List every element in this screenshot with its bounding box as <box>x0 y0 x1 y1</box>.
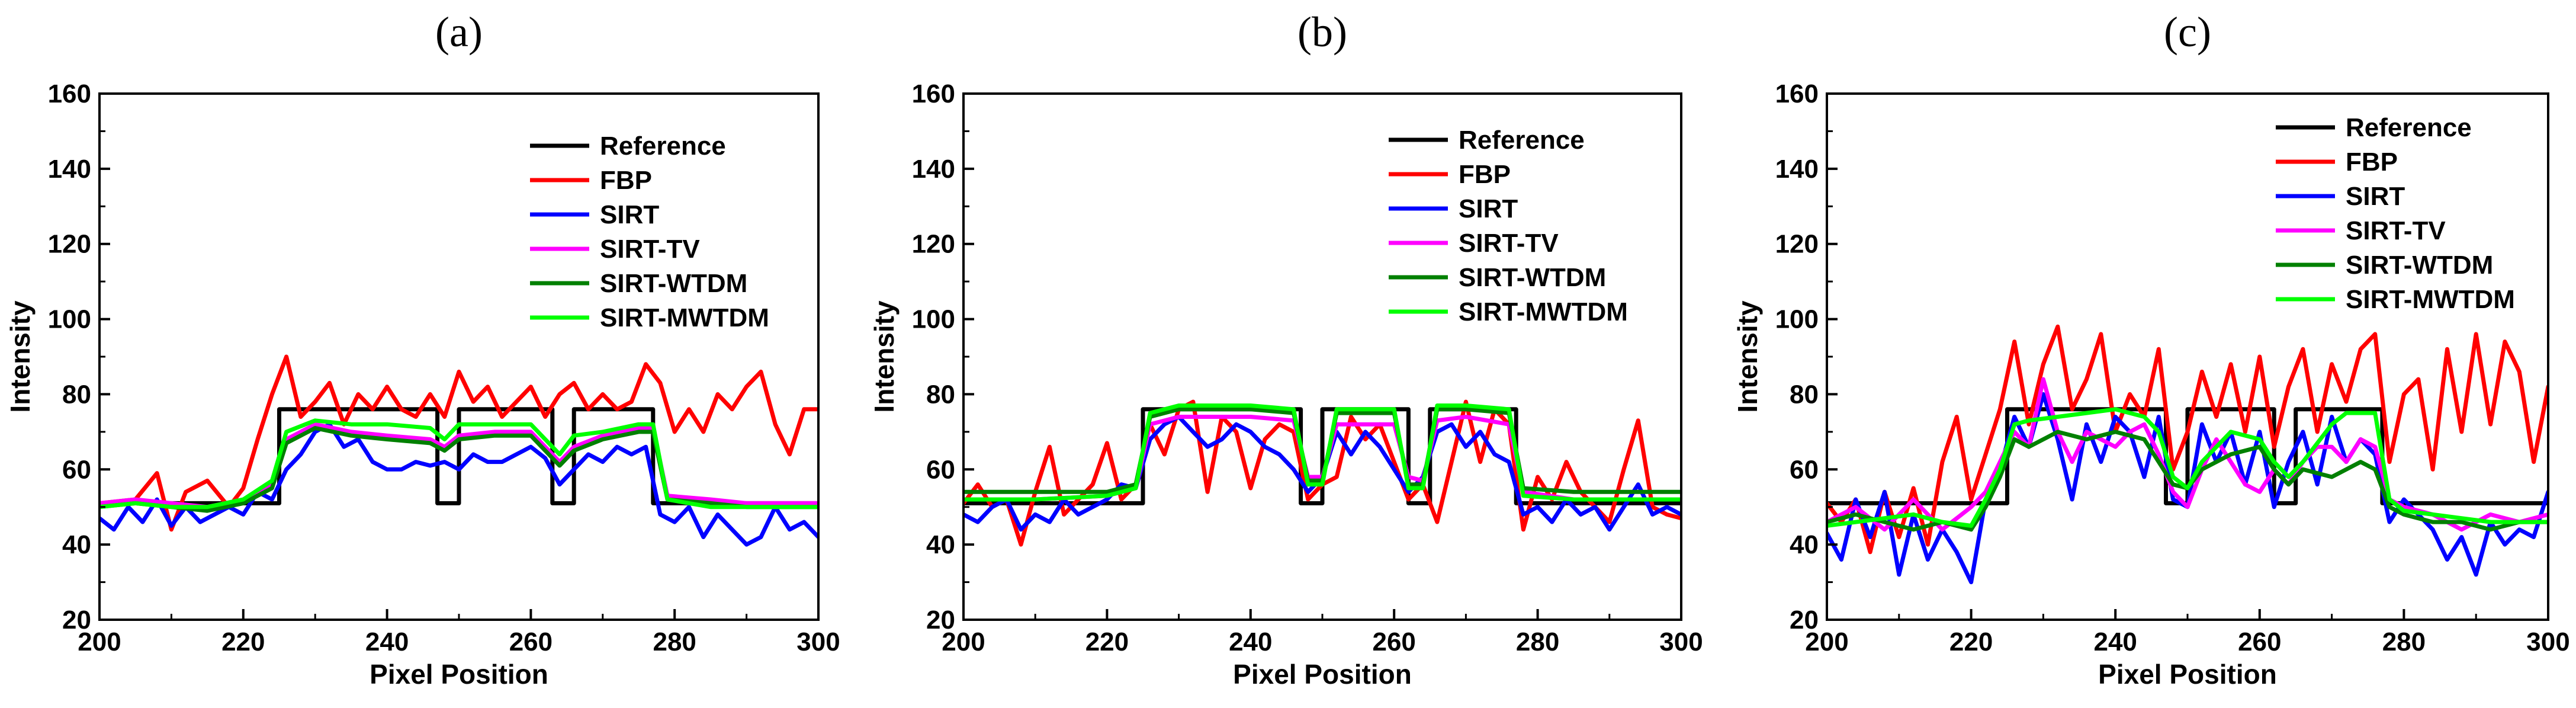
y-tick-label: 100 <box>48 305 91 334</box>
x-axis-label: Pixel Position <box>1233 659 1412 690</box>
x-tick-label: 260 <box>1372 627 1415 656</box>
series-line-sirt-tv <box>1827 377 2548 532</box>
x-tick-label: 240 <box>1229 627 1272 656</box>
y-tick-label: 60 <box>926 455 955 484</box>
series-line-sirt <box>99 422 818 547</box>
y-tick-label: 160 <box>912 79 955 108</box>
legend-label-sirt-wtdm: SIRT-WTDM <box>600 269 747 298</box>
y-tick-label: 120 <box>912 230 955 259</box>
x-tick-label: 280 <box>2382 627 2426 656</box>
series-line-sirt-mwtdm <box>99 418 818 510</box>
panel-title: (c) <box>2164 8 2211 56</box>
y-tick-label: 120 <box>1775 230 1819 259</box>
y-tick-label: 140 <box>1775 155 1819 184</box>
legend-label-sirt-mwtdm: SIRT-MWTDM <box>600 303 769 332</box>
y-tick-label: 20 <box>926 606 955 635</box>
x-tick-label: 260 <box>509 627 553 656</box>
legend-label-sirt-mwtdm: SIRT-MWTDM <box>1459 297 1628 326</box>
y-tick-label: 80 <box>62 380 91 409</box>
y-tick-label: 40 <box>1790 530 1819 559</box>
series-line-fbp <box>1827 324 2548 555</box>
legend-label-sirt: SIRT <box>1459 194 1518 223</box>
chart-panel-1: (a) 200 220 240 260 280 300 20 40 60 80 100 120 140 16… <box>5 8 840 690</box>
plot-frame <box>98 92 820 621</box>
series-line-reference <box>963 407 1681 505</box>
y-tick-label: 20 <box>62 606 91 635</box>
y-tick-label: 140 <box>48 155 91 184</box>
legend-label-sirt-wtdm: SIRT-WTDM <box>2346 251 2493 280</box>
y-tick-label: 160 <box>48 79 91 108</box>
x-tick-label: 280 <box>1516 627 1559 656</box>
legend-label-sirt-tv: SIRT-TV <box>2346 216 2446 245</box>
x-tick-label: 240 <box>365 627 409 656</box>
y-tick-label: 40 <box>62 530 91 559</box>
legend-label-fbp: FBP <box>1459 160 1511 189</box>
legend-label-fbp: FBP <box>2346 148 2398 177</box>
x-tick-label: 220 <box>1085 627 1129 656</box>
panel-title: (b) <box>1297 8 1347 56</box>
y-axis-label: Intensity <box>869 300 900 413</box>
x-tick-label: 220 <box>221 627 265 656</box>
x-tick-label: 200 <box>942 627 985 656</box>
plot-frame <box>962 92 1682 621</box>
x-axis-label: Pixel Position <box>2098 659 2277 690</box>
legend-label-sirt: SIRT <box>600 200 659 229</box>
y-tick-label: 40 <box>926 530 955 559</box>
y-tick-label: 80 <box>926 380 955 409</box>
legend-label-sirt-mwtdm: SIRT-MWTDM <box>2346 285 2515 314</box>
x-tick-label: 300 <box>2526 627 2569 656</box>
x-tick-label: 260 <box>2238 627 2281 656</box>
y-tick-label: 20 <box>1790 606 1819 635</box>
y-axis-label: Intensity <box>1732 300 1763 413</box>
y-tick-label: 80 <box>1790 380 1819 409</box>
y-tick-label: 160 <box>1775 79 1819 108</box>
legend-label-sirt: SIRT <box>2346 182 2405 211</box>
series-line-sirt-mwtdm <box>963 403 1681 502</box>
y-tick-label: 100 <box>912 305 955 334</box>
x-tick-label: 300 <box>796 627 840 656</box>
y-axis-label: Intensity <box>5 300 36 413</box>
y-tick-label: 60 <box>62 455 91 484</box>
x-tick-label: 200 <box>78 627 121 656</box>
legend-label-sirt-wtdm: SIRT-WTDM <box>1459 263 1606 292</box>
y-tick-label: 140 <box>912 155 955 184</box>
x-tick-label: 220 <box>1949 627 1993 656</box>
x-axis-label: Pixel Position <box>370 659 548 690</box>
legend-label-sirt-tv: SIRT-TV <box>1459 229 1559 258</box>
legend-label-reference: Reference <box>600 132 726 161</box>
y-tick-label: 60 <box>1790 455 1819 484</box>
x-tick-label: 300 <box>1659 627 1703 656</box>
legend-label-reference: Reference <box>2346 113 2472 142</box>
series-line-sirt-mwtdm <box>1827 407 2548 528</box>
series-line-fbp <box>99 354 818 532</box>
x-tick-label: 200 <box>1805 627 1848 656</box>
y-tick-label: 100 <box>1775 305 1819 334</box>
y-tick-label: 120 <box>48 230 91 259</box>
x-tick-label: 240 <box>2093 627 2137 656</box>
chart-panel-2: (b) 200 220 240 260 280 300 20 40 60 80 100 120 140 16… <box>869 8 1703 690</box>
legend-label-fbp: FBP <box>600 166 652 195</box>
chart-panel-3: (c) 200 220 240 260 280 300 20 40 60 80 100 120 140 16… <box>1732 8 2570 690</box>
legend-label-reference: Reference <box>1459 126 1585 155</box>
panel-title: (a) <box>435 8 483 56</box>
x-tick-label: 280 <box>653 627 696 656</box>
legend-label-sirt-tv: SIRT-TV <box>600 235 700 264</box>
